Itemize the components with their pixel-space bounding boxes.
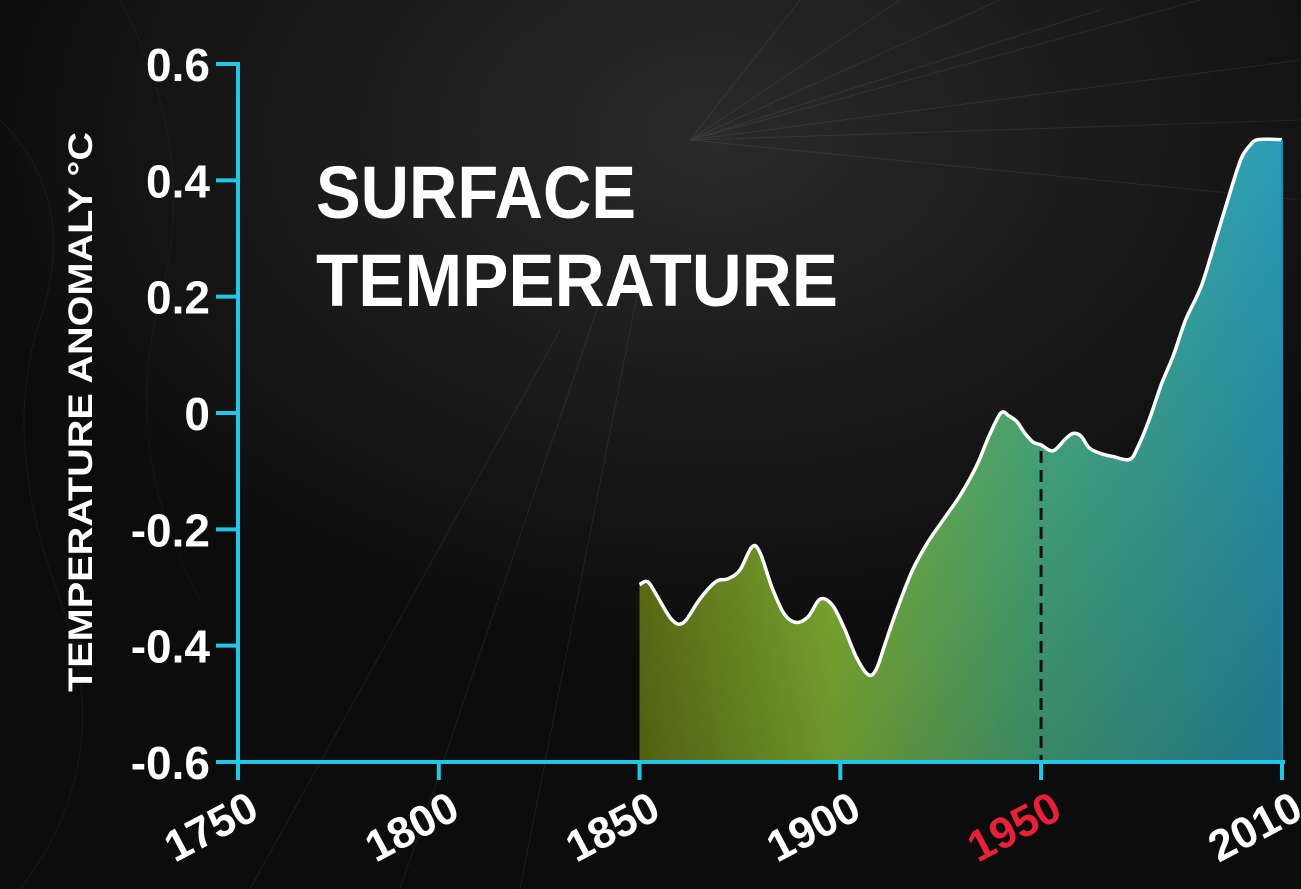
y-tick-label: 0.2 [146,272,210,324]
area-shade [639,139,1282,762]
chart-title-line-2: TEMPERATURE [316,239,838,322]
y-tick-label: -0.4 [131,621,211,673]
y-tick-label: -0.2 [131,504,210,556]
y-tick-label: 0 [184,388,210,440]
series-line [638,137,1283,678]
y-axis-label: TEMPERATURE ANOMALY °C [62,132,100,692]
area-group [639,139,1282,762]
y-tick-label: 0.6 [146,39,210,91]
axes-group [216,62,1285,780]
curve-group [638,137,1283,762]
chart-title-line-1: SURFACE [316,151,636,234]
y-tick-label: -0.6 [131,737,210,789]
y-tick-label: 0.4 [146,155,210,207]
